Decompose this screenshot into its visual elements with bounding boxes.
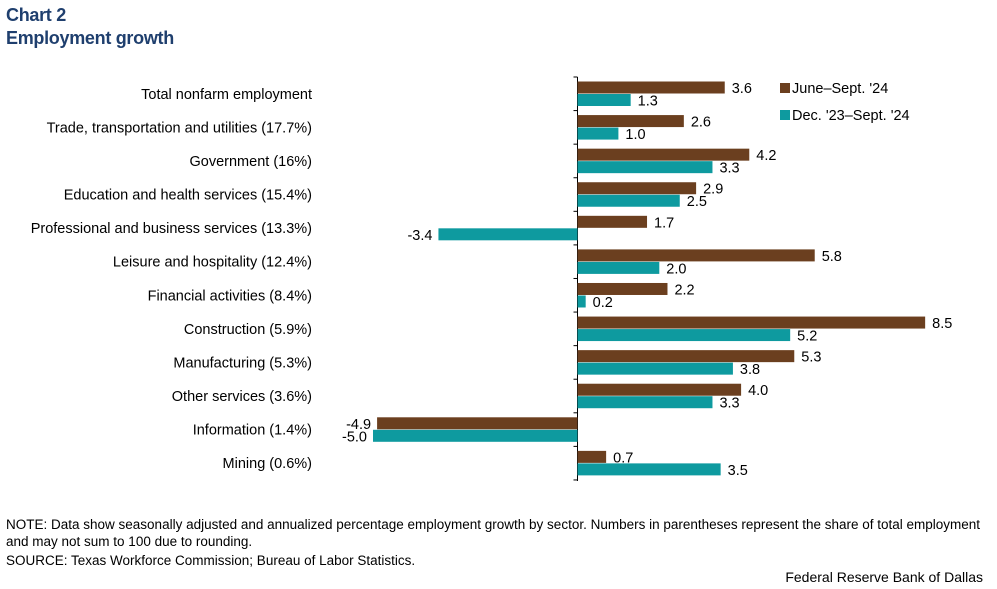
data-label: 8.5 — [932, 316, 952, 332]
bar-june-sept-24 — [577, 148, 750, 161]
data-label: -3.4 — [407, 228, 432, 244]
bar-dec23-sept24 — [577, 463, 721, 476]
data-label: 2.9 — [703, 182, 723, 198]
bar-dec23-sept24 — [373, 429, 578, 442]
bar-dec23-sept24 — [577, 295, 586, 308]
data-label: 5.3 — [801, 350, 821, 366]
bar-dec23-sept24 — [577, 329, 791, 342]
data-label: 1.0 — [625, 127, 645, 143]
bar-june-sept-24 — [577, 316, 926, 329]
legend-label: June–Sept. '24 — [792, 81, 888, 97]
category-label: Mining (0.6%) — [223, 456, 312, 472]
chart-source: SOURCE: Texas Workforce Commission; Bure… — [6, 553, 416, 568]
bar-dec23-sept24 — [577, 396, 713, 409]
bar-dec23-sept24 — [577, 194, 680, 207]
bar-june-sept-24 — [577, 350, 795, 363]
bar-june-sept-24 — [377, 417, 578, 430]
bar-dec23-sept24 — [577, 127, 619, 140]
bar-june-sept-24 — [577, 115, 684, 128]
data-label: 4.2 — [756, 148, 776, 164]
bar-dec23-sept24 — [577, 94, 631, 106]
data-label: 3.3 — [719, 161, 739, 177]
legend-swatch — [780, 110, 790, 120]
data-label: 3.5 — [728, 463, 748, 479]
legend-label: Dec. '23–Sept. '24 — [792, 108, 910, 124]
bar-june-sept-24 — [577, 215, 648, 228]
bar-june-sept-24 — [577, 383, 742, 396]
bar-dec23-sept24 — [577, 362, 733, 375]
chart-title: Employment growth — [6, 28, 174, 48]
data-label: 2.6 — [691, 115, 711, 131]
bar-dec23-sept24 — [438, 228, 578, 241]
data-label: 3.8 — [740, 362, 760, 378]
data-label: 3.3 — [719, 396, 739, 412]
data-label: 2.5 — [687, 194, 707, 210]
data-label: 2.0 — [666, 261, 686, 277]
data-label: 2.2 — [674, 282, 694, 298]
bar-dec23-sept24 — [577, 161, 713, 174]
legend-swatch — [780, 83, 790, 93]
category-label: Trade, transportation and utilities (17.… — [47, 120, 312, 136]
category-label: Leisure and hospitality (12.4%) — [113, 255, 312, 271]
data-label: -4.9 — [346, 417, 371, 433]
chart-credit: Federal Reserve Bank of Dallas — [785, 569, 983, 585]
data-label: 4.0 — [748, 383, 768, 399]
data-label: 5.8 — [822, 249, 842, 265]
category-label: Education and health services (15.4%) — [64, 188, 312, 204]
bar-june-sept-24 — [577, 282, 668, 295]
category-label: Government (16%) — [190, 154, 313, 170]
category-label: Total nonfarm employment — [141, 87, 312, 103]
category-label: Information (1.4%) — [193, 423, 312, 439]
data-label: 0.7 — [613, 450, 633, 466]
bar-june-sept-24 — [577, 81, 725, 94]
chart-number: Chart 2 — [6, 5, 66, 25]
bar-june-sept-24 — [577, 182, 697, 195]
bar-dec23-sept24 — [577, 261, 660, 274]
data-label: 0.2 — [593, 295, 613, 311]
category-label: Professional and business services (13.3… — [31, 221, 312, 237]
category-label: Financial activities (8.4%) — [148, 288, 312, 304]
bar-june-sept-24 — [577, 249, 815, 262]
data-label: 1.7 — [654, 215, 674, 231]
category-label: Manufacturing (5.3%) — [173, 355, 312, 371]
category-label: Construction (5.9%) — [184, 322, 312, 338]
category-label: Other services (3.6%) — [172, 389, 312, 405]
data-label: 1.3 — [638, 94, 658, 110]
data-label: -5.0 — [342, 429, 367, 445]
data-label: 5.2 — [797, 329, 817, 345]
chart-note: NOTE: Data show seasonally adjusted and … — [6, 517, 981, 549]
employment-growth-bar-chart: Total nonfarm employment 3.6 1.3 Trade, tra… — [31, 76, 952, 481]
bar-june-sept-24 — [577, 450, 607, 463]
data-label: 3.6 — [732, 81, 752, 97]
